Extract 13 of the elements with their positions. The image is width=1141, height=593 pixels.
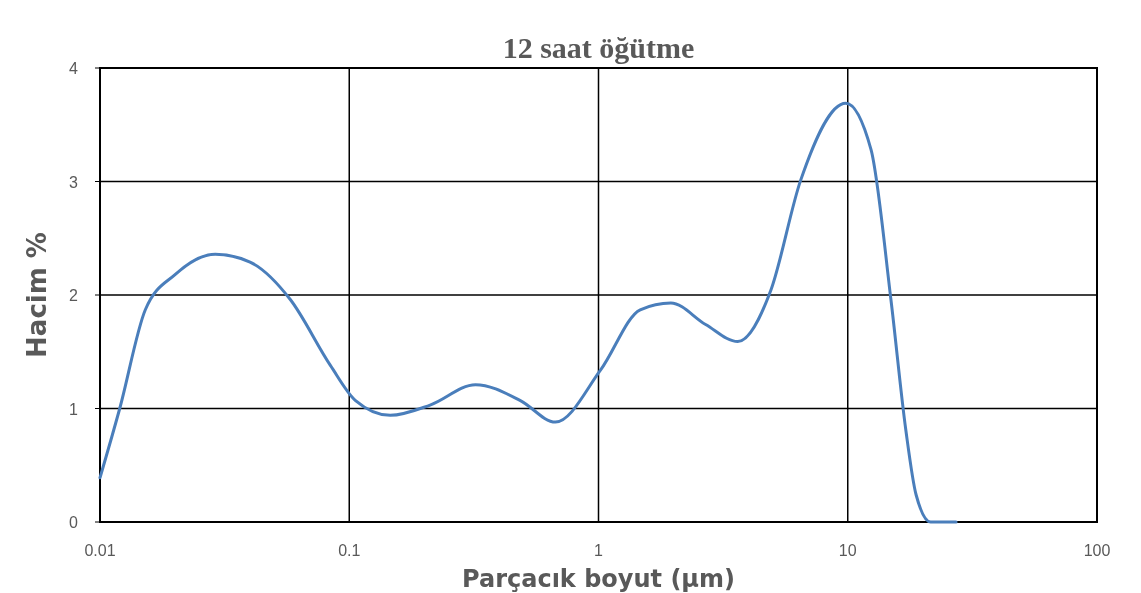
y-tick-label: 4 [69,60,79,77]
x-tick-label: 100 [1083,542,1111,559]
x-axis-title: Parçacık boyut (µm) [462,565,735,593]
y-tick-label: 2 [69,287,79,304]
x-tick-label: 1 [594,542,604,559]
chart-title: 12 saat öğütme [502,31,695,64]
y-tick-label: 3 [69,173,79,191]
y-tick-label: 0 [69,514,79,531]
x-tick-label: 10 [838,542,857,559]
x-tick-label: 0.1 [338,542,361,559]
x-tick-label: 0.01 [84,542,116,559]
y-tick-label: 1 [69,400,79,418]
y-axis-title: Hacim % [22,232,52,358]
